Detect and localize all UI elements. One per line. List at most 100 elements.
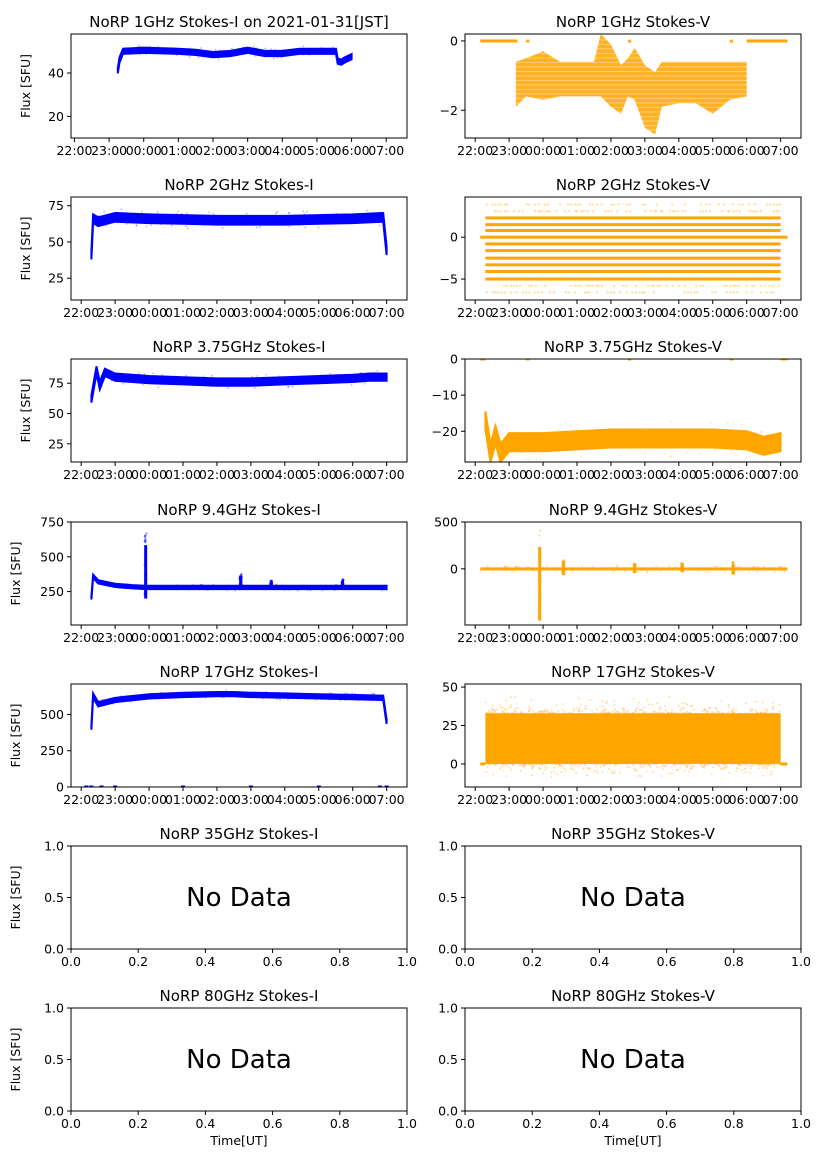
x-tick-label: 07:00 [763,792,799,807]
data-point [771,284,775,287]
data-point [524,763,527,766]
data-point [755,762,758,765]
x-tick-label: 04:00 [661,792,697,807]
data-point [683,203,686,206]
data-point [722,763,725,766]
x-tick-label: 04:00 [661,630,697,645]
data-spike-point [681,562,684,565]
data-point [235,694,237,697]
data-point [538,712,541,715]
series-stokes-v [484,695,782,779]
data-point [662,763,665,766]
data-point [732,284,736,287]
data-point [197,692,200,695]
data-point [602,711,605,714]
data-point [656,711,659,714]
data-point [290,585,293,588]
data-point [487,566,490,569]
data-point [778,203,782,206]
data-point [253,387,256,389]
x-tick-label: 02:00 [593,792,629,807]
data-point [659,570,662,573]
data-point [769,763,772,766]
data-point [360,371,362,374]
data-point [327,216,330,219]
data-point [523,763,526,766]
data-point [603,709,606,712]
data-point [628,203,631,206]
series-stokes-v-zero-segments [480,39,788,43]
data-point [591,565,594,568]
data-point [758,566,761,569]
data-point [738,763,741,766]
x-tick-label: 06:00 [335,792,371,807]
data-point [289,586,291,589]
data-segment [780,762,788,766]
data-point [683,210,687,213]
y-tick-label: 50 [48,234,64,249]
data-point [328,49,331,52]
data-point [764,766,767,769]
data-point [520,712,523,715]
x-tick-label: 06:00 [334,143,370,158]
data-point [557,763,560,766]
data-point [736,763,739,766]
data-point [760,430,763,433]
data-point [95,580,98,582]
data-point [631,764,634,767]
subplot-title: NoRP 3.75GHz Stokes-V [544,338,723,356]
x-tick-label: 06:00 [729,143,765,158]
data-point [320,46,323,49]
data-point [730,442,733,445]
data-point [691,443,694,446]
x-tick-label: 02:00 [593,630,629,645]
data-point [288,212,290,215]
x-tick-label: 01:00 [165,305,201,320]
data-point [526,438,529,441]
data-point [504,764,507,767]
data-point [560,771,563,774]
data-point [625,291,629,294]
data-point [765,763,768,766]
data-point [732,210,735,213]
x-tick-label: 0.0 [455,954,475,969]
x-tick-label: 04:00 [661,467,697,482]
data-point [737,766,740,769]
data-point [315,587,317,590]
data-point [759,284,762,287]
data-point [119,379,122,382]
data-point [532,710,535,713]
no-data-annotation: No Data [186,883,292,913]
data-point [209,586,212,588]
data-point [638,763,641,766]
x-tick-label: 04:00 [661,143,697,158]
data-point [523,569,526,572]
data-point [492,709,495,712]
data-level-band [485,249,781,253]
data-point [319,215,322,217]
data-point [543,284,547,287]
data-point [565,568,568,571]
data-point [291,585,294,588]
data-point [586,210,589,213]
data-point [668,210,672,213]
data-point [708,707,711,710]
data-point [515,284,519,287]
data-point [99,700,102,702]
data-point [91,583,94,586]
x-tick-label: 05:00 [301,792,337,807]
data-point [221,696,224,698]
data-point [91,392,94,395]
data-point [494,709,497,712]
data-point [166,382,169,385]
data-point [679,763,682,766]
data-point [502,711,505,714]
data-point [258,587,261,589]
data-point [737,284,741,287]
data-point [541,453,544,456]
x-tick-label: 03:00 [627,305,663,320]
data-point [184,225,187,228]
data-point [202,223,205,226]
data-point [596,772,599,775]
